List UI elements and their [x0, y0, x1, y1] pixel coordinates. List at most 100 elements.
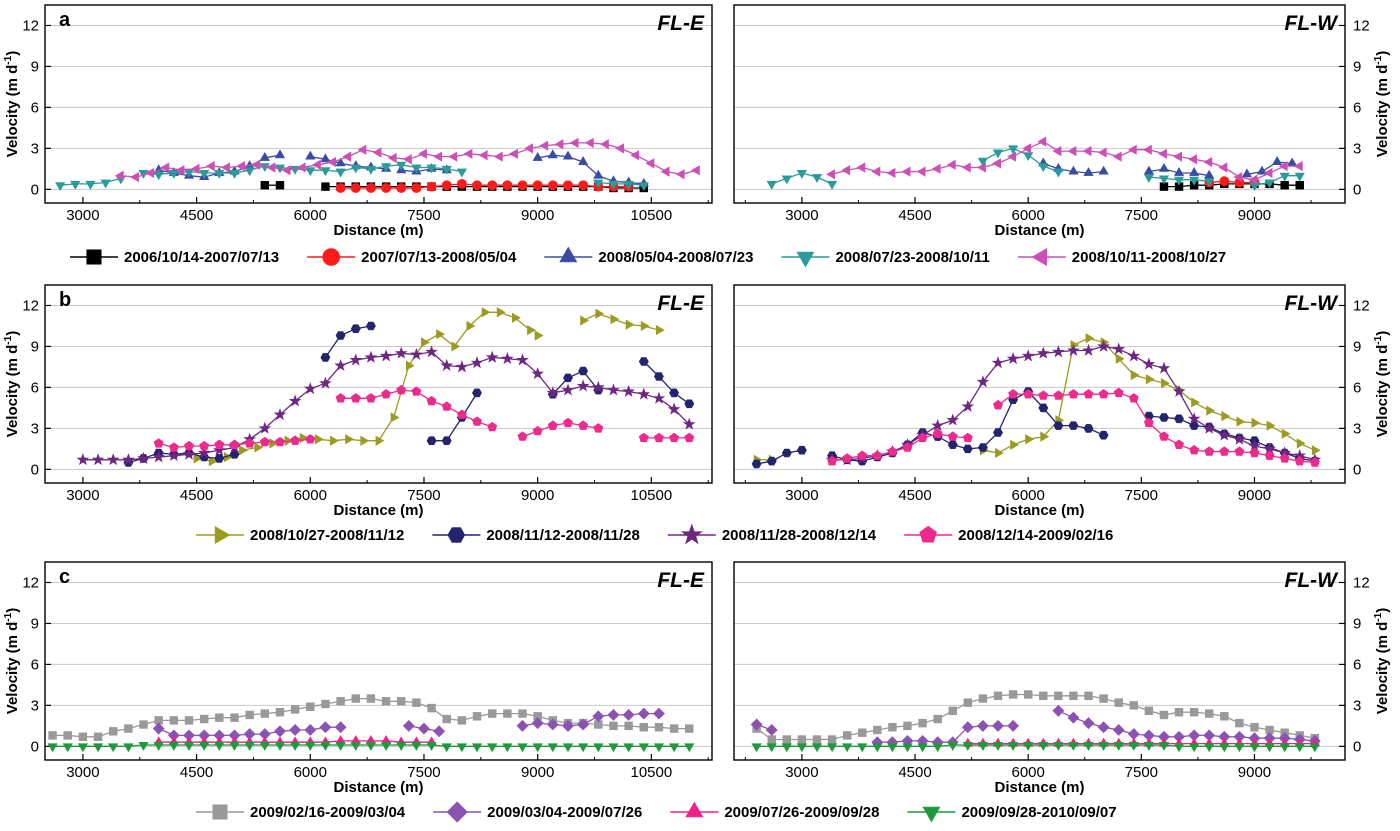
- legend-marker: [446, 801, 468, 823]
- data-point: [871, 166, 881, 177]
- x-tick-label: 9000: [1238, 487, 1271, 504]
- y-axis-label: Velocity (m d-1): [1373, 331, 1391, 437]
- series-2008/12/14-2009/02/16: [638, 432, 695, 443]
- panel-0-1: 0 3 6 9 12 3000 4500 6000 7500 9000 Distance (m) Ve…: [733, 4, 1391, 239]
- data-point: [372, 147, 382, 158]
- data-point: [1036, 346, 1050, 359]
- data-point: [639, 723, 648, 732]
- data-point: [977, 157, 989, 167]
- data-point: [335, 157, 346, 167]
- plot-frame: [733, 561, 1346, 761]
- data-point: [1113, 387, 1124, 398]
- data-point: [653, 743, 665, 753]
- data-point: [888, 723, 897, 732]
- data-point: [350, 164, 361, 174]
- data-point: [485, 350, 499, 363]
- data-point: [1083, 389, 1094, 399]
- data-point: [1158, 741, 1170, 751]
- data-point: [1294, 455, 1305, 466]
- data-point: [199, 170, 210, 179]
- data-point: [932, 428, 943, 439]
- y-axis-label: Velocity (m d-1): [3, 608, 21, 714]
- data-point: [1038, 741, 1049, 751]
- data-point: [961, 399, 975, 412]
- data-point: [182, 447, 196, 460]
- x-tick-label: 3000: [785, 487, 818, 504]
- data-point: [1202, 421, 1216, 434]
- legend-marker: [680, 523, 703, 545]
- data-point: [1309, 457, 1320, 467]
- data-point: [963, 698, 973, 707]
- data-point: [637, 707, 650, 720]
- data-point: [1294, 172, 1305, 182]
- data-point: [1007, 719, 1020, 732]
- data-point: [1159, 413, 1169, 422]
- data-point: [1145, 374, 1155, 385]
- legend-marker: [1031, 247, 1047, 267]
- data-point: [918, 718, 927, 728]
- data-point: [244, 167, 255, 177]
- data-point: [1189, 167, 1200, 176]
- data-point: [841, 165, 851, 176]
- y-tick-label: 0: [1353, 461, 1361, 478]
- data-point: [857, 450, 868, 460]
- x-tick-label: 7500: [1125, 487, 1158, 504]
- data-point: [1249, 447, 1260, 458]
- data-point: [1203, 156, 1213, 168]
- data-point: [183, 741, 195, 751]
- data-point: [390, 412, 400, 423]
- y-tick-label: 9: [31, 615, 39, 632]
- data-point: [1115, 353, 1125, 364]
- data-point: [1278, 160, 1288, 172]
- data-point: [1205, 709, 1214, 718]
- data-point: [137, 451, 150, 464]
- panel-title: FL-W: [1285, 292, 1340, 315]
- data-point: [518, 709, 527, 718]
- data-point: [288, 394, 302, 407]
- data-point: [487, 421, 498, 432]
- data-point: [351, 694, 360, 703]
- data-point: [230, 713, 239, 722]
- data-point: [578, 366, 589, 376]
- data-point: [1279, 453, 1290, 463]
- data-point: [691, 165, 700, 176]
- series-line: [756, 449, 803, 465]
- data-point: [254, 442, 264, 453]
- series-line: [582, 313, 660, 331]
- legend-entry: 2009/03/04-2009/07/26: [433, 801, 642, 823]
- data-point: [502, 180, 513, 191]
- data-point: [797, 735, 807, 744]
- data-point: [319, 721, 332, 734]
- data-point: [320, 741, 331, 751]
- data-point: [765, 723, 778, 736]
- y-tick-label: 0: [1353, 181, 1361, 198]
- data-point: [1068, 165, 1079, 175]
- data-point: [766, 456, 777, 466]
- data-point: [1173, 151, 1182, 162]
- data-point: [296, 162, 306, 173]
- data-point: [193, 453, 203, 464]
- data-point: [977, 741, 989, 751]
- data-point: [478, 150, 488, 161]
- data-point: [320, 167, 331, 177]
- data-point: [1082, 343, 1095, 356]
- data-point: [638, 743, 649, 753]
- data-point: [380, 163, 392, 172]
- data-point: [433, 151, 443, 162]
- data-point: [304, 723, 317, 736]
- data-point: [655, 324, 665, 336]
- data-point: [455, 360, 469, 373]
- series-2008/10/27-2008/11/12: [580, 308, 665, 336]
- data-point: [441, 180, 452, 191]
- series-2008/07/23-2008/10/11: [977, 145, 1064, 178]
- panel-title: FL-E: [657, 12, 705, 35]
- plot-frame: [44, 561, 713, 761]
- data-point: [152, 450, 166, 463]
- y-tick-label: 3: [31, 420, 39, 437]
- data-point: [109, 727, 118, 736]
- data-point: [320, 353, 331, 362]
- data-point: [1068, 741, 1079, 751]
- data-point: [547, 420, 558, 430]
- data-point: [1097, 147, 1107, 158]
- data-point: [1293, 160, 1303, 172]
